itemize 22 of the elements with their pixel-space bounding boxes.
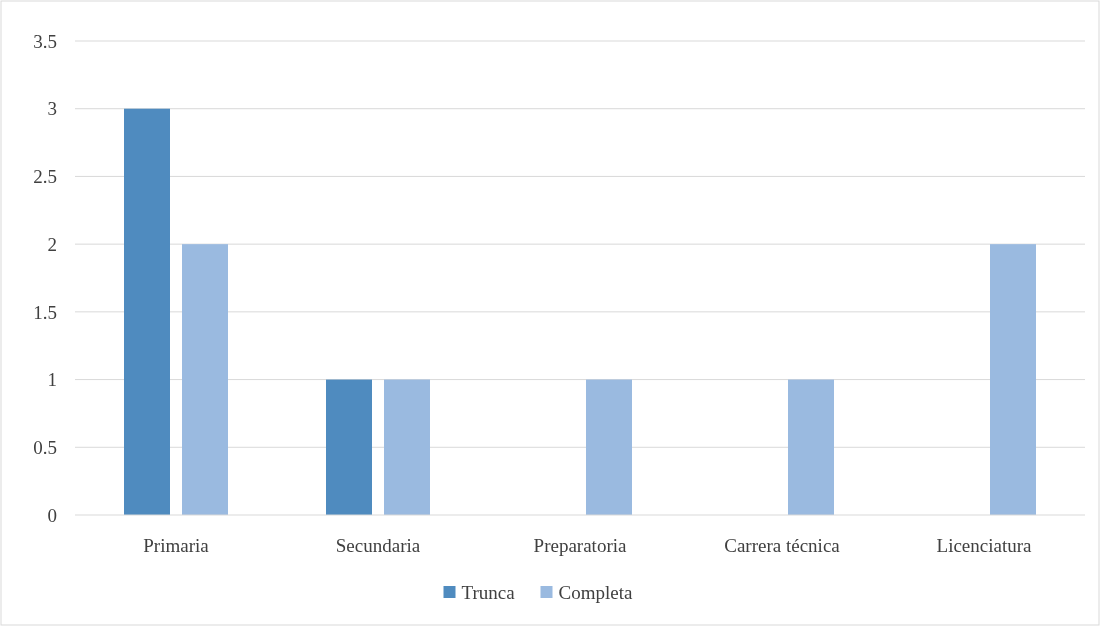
y-tick-label: 1.5 (33, 301, 57, 323)
bar (788, 379, 834, 515)
bar (384, 379, 430, 515)
x-tick-label: Secundaria (335, 535, 421, 556)
y-tick-label: 0 (47, 504, 57, 526)
x-tick-label: Preparatoria (533, 535, 627, 556)
y-tick-label: 3 (47, 98, 57, 120)
legend-label: Trunca (461, 581, 516, 603)
bar (182, 244, 228, 515)
y-tick-label: 1 (47, 369, 57, 391)
x-tick-label: Primaria (143, 535, 210, 556)
bar (586, 379, 632, 515)
y-tick-label: 0.5 (33, 436, 57, 458)
x-tick-label: Carrera técnica (724, 535, 841, 556)
y-tick-label: 3.5 (33, 30, 57, 52)
y-tick-label: 2.5 (33, 166, 57, 188)
y-tick-label: 2 (47, 233, 57, 255)
bar (990, 244, 1036, 515)
bar (124, 108, 170, 515)
x-tick-label: Licenciatura (936, 535, 1033, 556)
legend-label: Completa (558, 581, 633, 603)
bar (326, 379, 372, 515)
